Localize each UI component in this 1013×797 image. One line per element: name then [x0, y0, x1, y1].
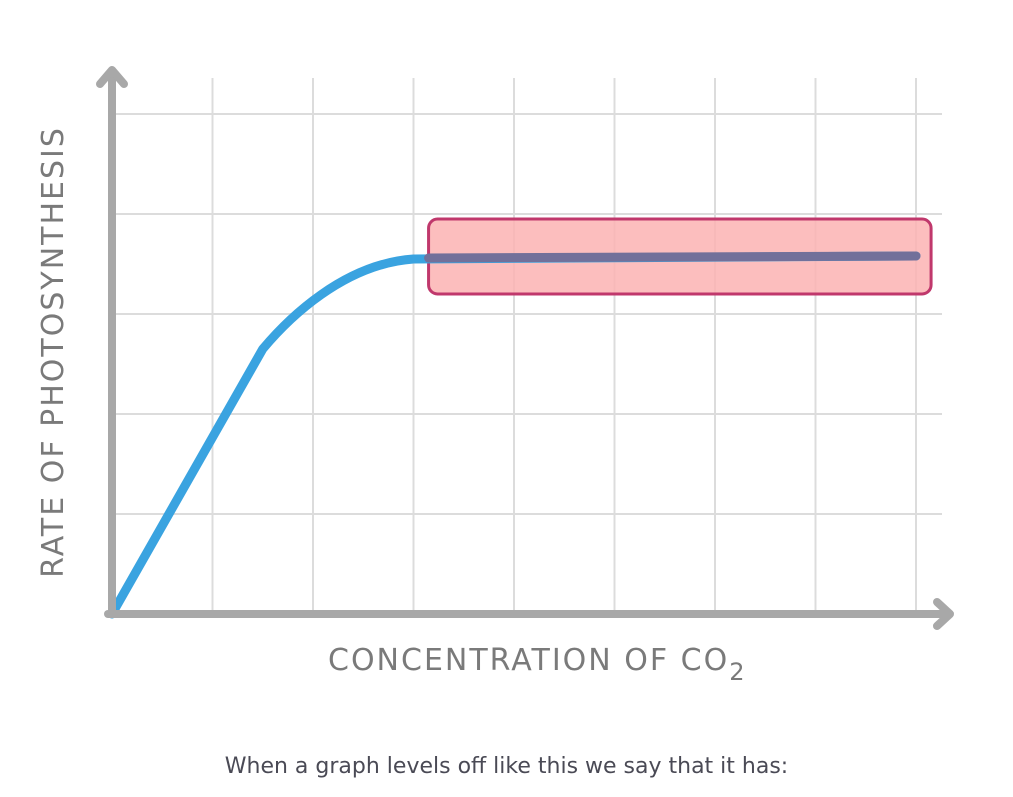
- y-axis-arrowhead: [96, 66, 128, 88]
- plateau-line-segment: [424, 251, 921, 263]
- y-axis-label: RATE OF PHOTOSYNTHESIS: [36, 126, 71, 578]
- x-axis-label-subscript: 2: [729, 658, 746, 686]
- x-axis-label: CONCENTRATION OF CO2: [328, 643, 747, 686]
- caption: When a graph levels off like this we say…: [224, 754, 789, 779]
- series-line: [107, 251, 921, 619]
- grid: [112, 78, 942, 614]
- chart: CONCENTRATION OF CO2 RATE OF PHOTOSYNTHE…: [36, 66, 954, 686]
- x-axis-arrowhead: [933, 598, 954, 630]
- axes: [96, 66, 954, 630]
